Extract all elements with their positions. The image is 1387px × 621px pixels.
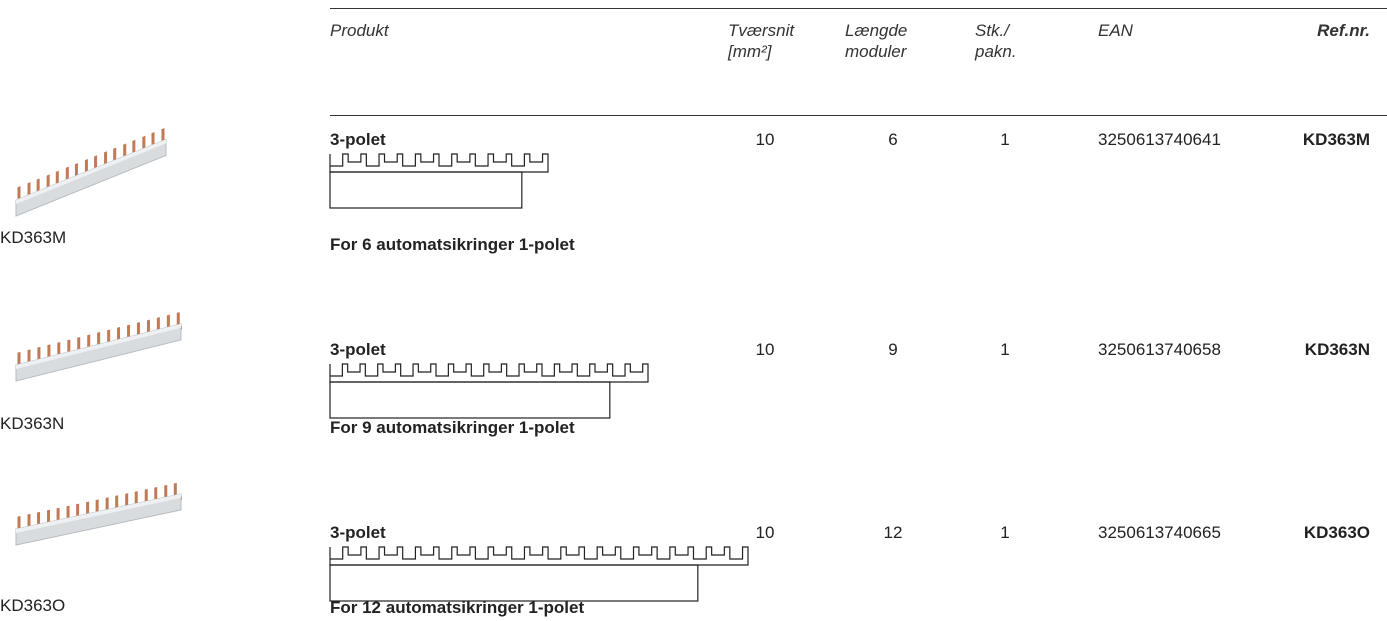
header-line: Ref.nr. [1317, 21, 1370, 40]
product-image [15, 309, 182, 382]
comb-diagram [329, 363, 649, 419]
product-caption: KD363N [0, 414, 65, 433]
table-cell: 9 [888, 340, 898, 359]
comb-diagram [329, 153, 549, 209]
table-cell: 10 [755, 523, 775, 542]
header-line: Tværsnit [728, 21, 795, 40]
header-line: Stk./ [975, 21, 1010, 40]
product-title: 3-polet [330, 523, 386, 542]
table-cell: 12 [883, 523, 903, 542]
header-line: Længde [845, 21, 908, 40]
product-caption: KD363O [0, 596, 66, 615]
header-line: moduler [845, 42, 907, 61]
table-cell: 1 [1000, 340, 1010, 359]
ref-number: KD363M [1302, 130, 1370, 149]
product-note: For 12 automatsikringer 1-polet [330, 598, 585, 617]
header-line: pakn. [975, 42, 1017, 61]
product-image [15, 480, 182, 546]
header-cell: Ref.nr. [1317, 20, 1370, 41]
ref-number: KD363O [1303, 523, 1370, 542]
ref-number: KD363N [1304, 340, 1370, 359]
table-cell: 3250613740641 [1098, 130, 1221, 149]
header-cell: Stk./ pakn. [975, 20, 1017, 62]
header-cell: Længde moduler [845, 20, 907, 62]
header-rule [330, 115, 1387, 116]
product-image [15, 128, 167, 217]
product-note: For 6 automatsikringer 1-polet [330, 235, 575, 254]
table-cell: 1 [1000, 130, 1010, 149]
table-cell: 1 [1000, 523, 1010, 542]
header-line: [mm²] [728, 42, 772, 61]
table-cell: 10 [755, 130, 775, 149]
table-cell: 10 [755, 340, 775, 359]
header-cell: EAN [1098, 20, 1133, 41]
top-rule [330, 8, 1387, 9]
table-cell: 3250613740658 [1098, 340, 1221, 359]
header-line: EAN [1098, 21, 1133, 40]
product-title: 3-polet [330, 340, 386, 359]
header-cell: Produkt [330, 20, 389, 41]
comb-diagram [329, 546, 749, 602]
table-cell: 3250613740665 [1098, 523, 1221, 542]
product-note: For 9 automatsikringer 1-polet [330, 418, 575, 437]
product-title: 3-polet [330, 130, 386, 149]
table-cell: 6 [888, 130, 898, 149]
header-line: Produkt [330, 21, 389, 40]
header-cell: Tværsnit [mm²] [728, 20, 794, 62]
product-caption: KD363M [0, 228, 67, 247]
